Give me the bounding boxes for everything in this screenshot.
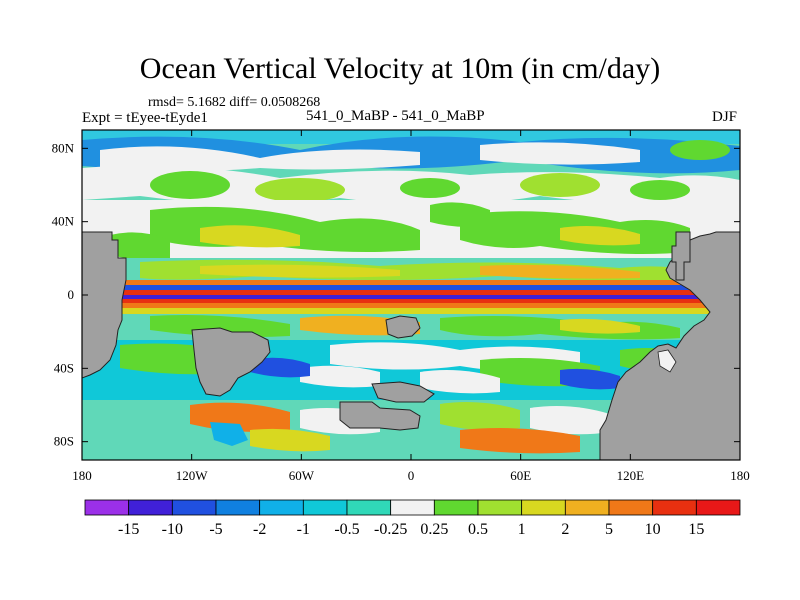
colorbar-swatch: [302, 499, 348, 516]
y-tick-label: 40S: [54, 360, 74, 375]
subtropical-north-pattern: [82, 258, 740, 282]
colorbar-swatch: [521, 499, 566, 516]
southern-ocean-pattern: [82, 400, 740, 460]
season-label: DJF: [712, 109, 738, 125]
y-tick-label: 80S: [54, 434, 74, 449]
y-tick-label: 40N: [52, 214, 75, 229]
colorbar-swatch: [433, 499, 479, 516]
map-field: [82, 130, 740, 460]
colorbar-swatch: [390, 499, 435, 516]
experiment-label: Expt = tEyee-tEyde1: [82, 110, 208, 126]
colorbar: -15 -10 -5 -2 -1 -0.5 -0.25 0.25 0.5 1 2 5 10 15: [84, 499, 741, 538]
colorbar-label: -15: [118, 521, 139, 538]
colorbar-swatch: [171, 499, 217, 516]
north-midlat-pattern: [82, 200, 740, 260]
colorbar-label: -0.25: [374, 521, 407, 538]
colorbar-swatch: [215, 499, 261, 516]
colorbar-swatch: [84, 499, 130, 516]
arctic-pattern: [82, 130, 740, 205]
colorbar-label: -0.5: [334, 521, 359, 538]
colorbar-label: 0.5: [468, 521, 488, 538]
x-tick-label: 180: [730, 468, 750, 483]
colorbar-label: 1: [518, 521, 526, 538]
colorbar-swatch: [608, 499, 654, 516]
x-tick-label: 60E: [510, 468, 531, 483]
y-axis: 80N 40N 0 40S 80S: [52, 140, 740, 449]
x-tick-label: 60W: [289, 468, 315, 483]
colorbar-label: -1: [297, 521, 310, 538]
y-tick-label: 0: [68, 287, 75, 302]
colorbar-swatch: [259, 499, 304, 516]
colorbar-label: 2: [561, 521, 569, 538]
x-tick-label: 120W: [176, 468, 209, 483]
land-masses: [82, 231, 740, 460]
colorbar-label: 10: [645, 521, 661, 538]
colorbar-label: -10: [162, 521, 183, 538]
equatorial-band: [82, 280, 740, 314]
x-tick-label: 120E: [617, 468, 645, 483]
colorbar-swatch: [346, 499, 392, 516]
colorbar-swatch: [652, 499, 697, 516]
colorbar-label: -2: [253, 521, 266, 538]
colorbar-label: 0.25: [420, 521, 448, 538]
colorbar-label: -5: [209, 521, 222, 538]
colorbar-swatch: [128, 499, 173, 516]
stats-text: rmsd= 5.1682 diff= 0.0508268: [148, 95, 321, 110]
y-tick-label: 80N: [52, 140, 75, 155]
comparison-label: 541_0_MaBP - 541_0_MaBP: [306, 108, 485, 124]
x-tick-label: 0: [408, 468, 415, 483]
colorbar-label: 15: [688, 521, 704, 538]
colorbar-swatch: [695, 499, 741, 516]
x-axis: 180 120W 60W 0 60E 120E 180: [72, 130, 750, 483]
chart-title: Ocean Vertical Velocity at 10m (in cm/da…: [139, 52, 661, 85]
colorbar-swatch: [477, 499, 523, 516]
colorbar-swatch: [564, 499, 610, 516]
colorbar-label: 5: [605, 521, 613, 538]
x-tick-label: 180: [72, 468, 92, 483]
